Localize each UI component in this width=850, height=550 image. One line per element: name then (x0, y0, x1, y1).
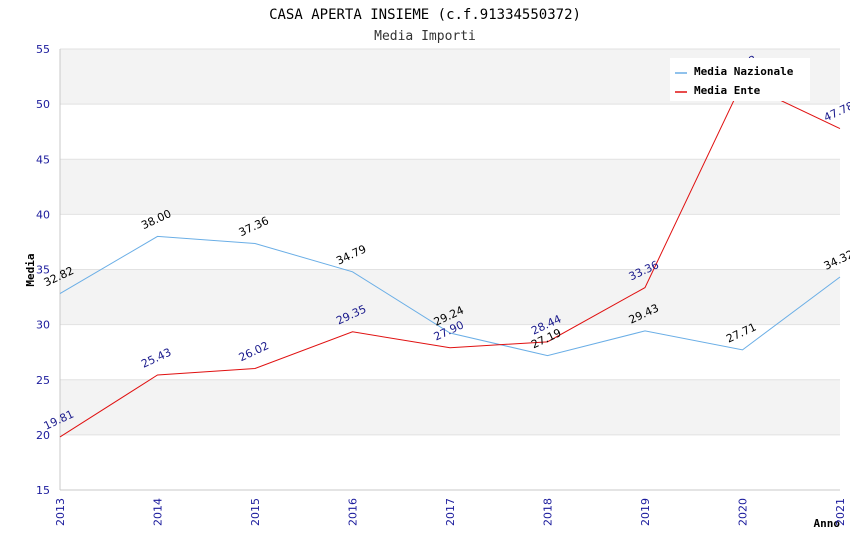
x-axis-title: Anno (814, 517, 841, 530)
y-tick-label: 30 (36, 319, 50, 332)
x-tick-label: 2013 (54, 498, 67, 526)
series-line (59, 235, 841, 357)
chart-subtitle: Media Importi (374, 29, 476, 44)
x-tick-label: 2017 (444, 498, 457, 526)
legend: Media Nazionale Media Ente (670, 58, 810, 101)
plot-band (60, 269, 840, 325)
plot-band (60, 324, 840, 380)
legend-label-media-nazionale: Media Nazionale (694, 65, 794, 78)
chart-title: CASA APERTA INSIEME (c.f.91334550372) (269, 7, 581, 23)
y-tick-label: 55 (36, 43, 50, 56)
x-tick-label: 2015 (249, 498, 262, 526)
background-bands (60, 49, 840, 490)
plot-band (60, 214, 840, 270)
x-tick-label: 2016 (347, 498, 360, 526)
y-tick-label: 20 (36, 429, 50, 442)
plot-band (60, 379, 840, 435)
x-tick-label: 2014 (152, 498, 165, 526)
legend-label-media-ente: Media Ente (694, 84, 761, 97)
x-tick-label: 2021 (834, 498, 847, 526)
plot-band (60, 434, 840, 490)
x-tick-label: 2019 (639, 498, 652, 526)
series-line (59, 81, 841, 438)
y-tick-label: 45 (36, 153, 50, 166)
series-lines (59, 81, 841, 438)
x-tick-labels: 2013 2014 2015 2016 2017 2018 2019 2020 2021 (54, 498, 847, 526)
y-tick-label: 35 (36, 264, 50, 277)
plot-band (60, 159, 840, 215)
plot-band (60, 104, 840, 160)
x-tick-label: 2018 (542, 498, 555, 526)
y-tick-label: 15 (36, 484, 50, 497)
y-axis-title: Media (24, 253, 37, 286)
x-tick-label: 2020 (737, 498, 750, 526)
y-tick-label: 40 (36, 208, 50, 221)
legend-box (670, 58, 810, 101)
y-tick-labels: 15 20 25 30 35 40 45 50 55 (36, 43, 50, 497)
y-tick-label: 50 (36, 98, 50, 111)
y-tick-label: 25 (36, 374, 50, 387)
